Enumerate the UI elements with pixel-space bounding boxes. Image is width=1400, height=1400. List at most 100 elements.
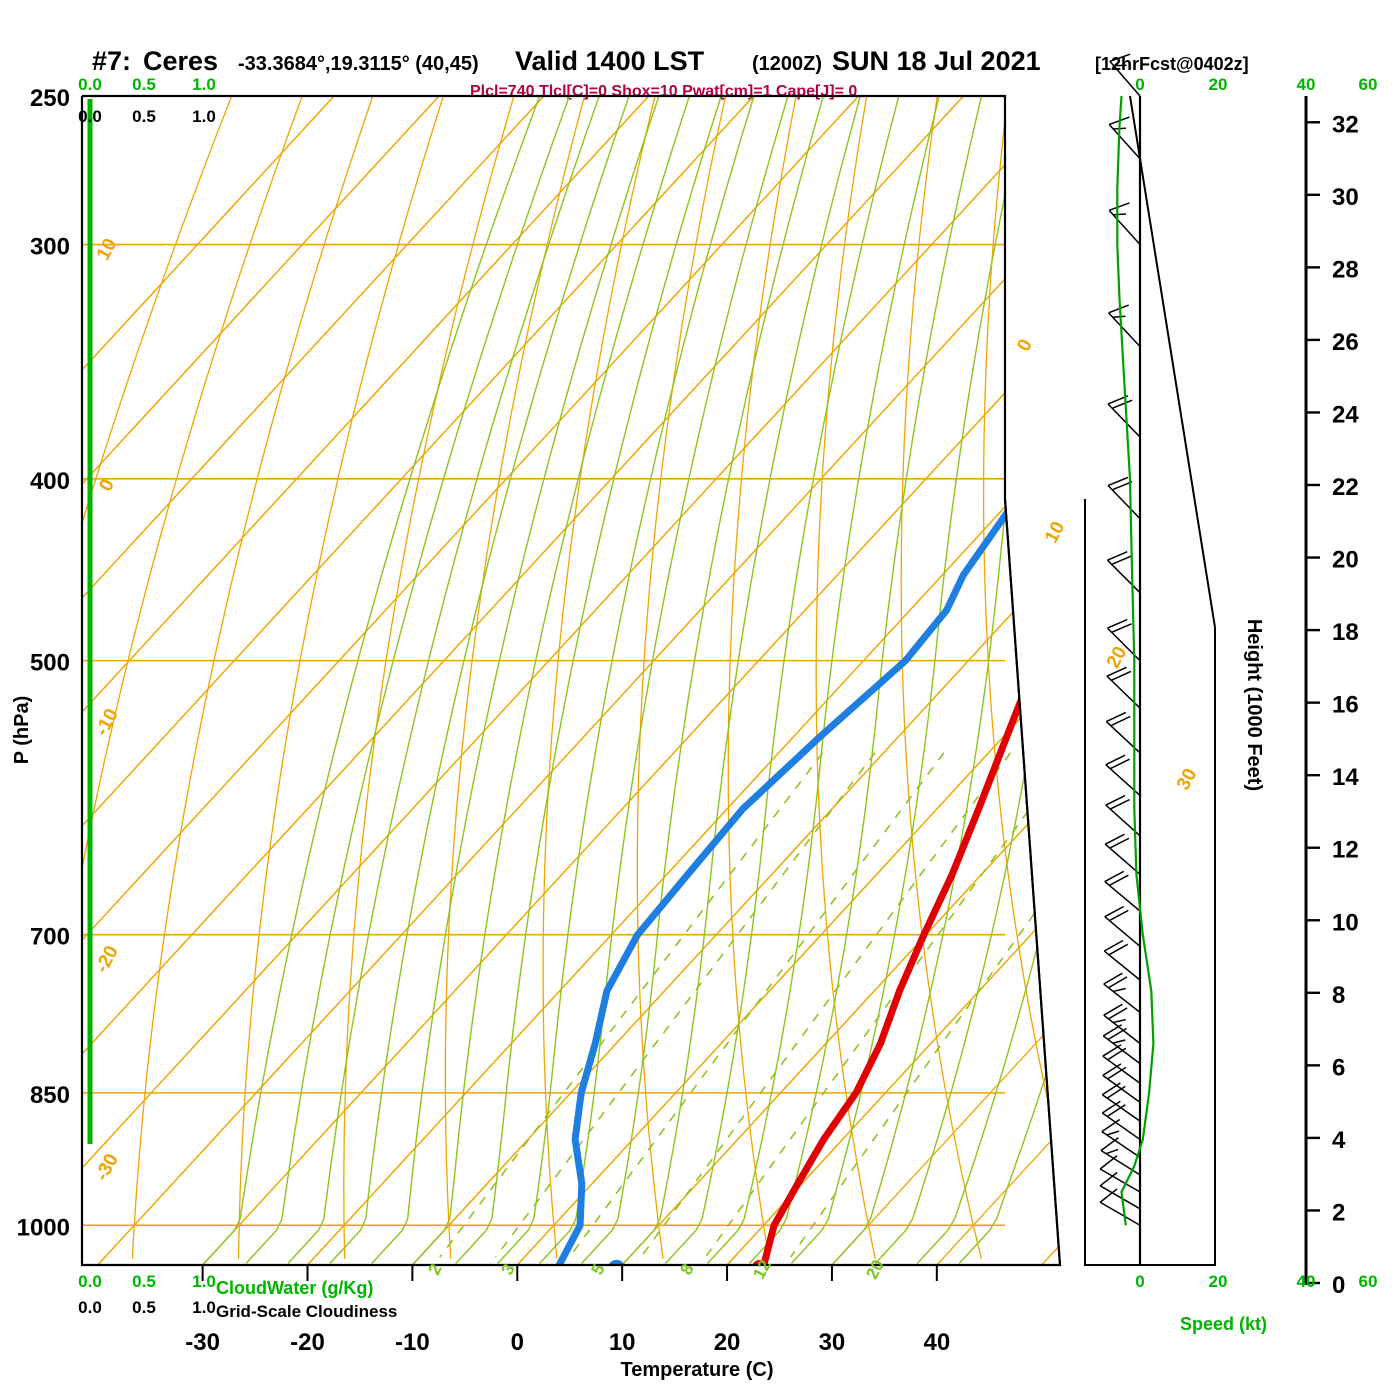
moist-adiabat-line: [664, 96, 900, 1264]
wind-barb-shaft: [1108, 312, 1141, 347]
wind-barb-half-feather: [1113, 1018, 1126, 1024]
axis-titles: P (hPa) Temperature (C) Height (1000 Fee…: [11, 619, 1267, 1381]
moist-adiabat-line: [329, 96, 630, 1264]
valid-z: (1200Z): [752, 53, 822, 75]
moist-adiabat-line: [832, 96, 1060, 1264]
wind-barb-shaft: [1107, 403, 1141, 438]
wind-barb-shaft: [1109, 60, 1141, 97]
height-tick-label: 32: [1332, 111, 1359, 138]
wind-barb-shaft: [1108, 124, 1141, 160]
dry-adiabat-line: [900, 96, 983, 1259]
wind-barb-half-feather: [1112, 315, 1126, 318]
wind-barb-full-feather: [1107, 1066, 1127, 1080]
isotherm-line: [82, 96, 964, 1265]
wind-barb-full-feather: [1109, 909, 1129, 922]
isotherm-value-label: 10: [93, 235, 121, 264]
wind-barb-full-feather: [1105, 754, 1126, 766]
wind-barb-full-feather: [1104, 833, 1125, 845]
dry-adiabat-line: [82, 96, 233, 1259]
cloudwater-tick-top: 1.0: [192, 75, 216, 94]
wind-barb-shaft: [1103, 950, 1141, 981]
station-id: #7:: [92, 46, 131, 76]
temperature-tick-label: 10: [609, 1329, 636, 1356]
temperature-tick-label: 0: [511, 1329, 524, 1356]
moist-adiabat-line: [203, 96, 541, 1264]
moist-adiabat-line: [623, 96, 861, 1264]
wind-barb-shaft: [1102, 1035, 1141, 1065]
wind-barb-shaft: [1099, 1201, 1141, 1226]
wind-barb-shaft: [1107, 484, 1141, 520]
mixing-ratio-line: [704, 752, 1060, 1258]
height-tick-label: 18: [1332, 619, 1359, 646]
height-tick-label: 26: [1332, 329, 1359, 356]
wind-barb-shaft: [1104, 843, 1141, 875]
dry-adiabat-line: [444, 96, 586, 1259]
cloudiness-tick-bottom: 0.0: [78, 1298, 102, 1317]
wind-barb-half-feather: [1113, 64, 1127, 67]
moist-adiabat-line: [455, 96, 722, 1264]
wind-barb-shaft: [1103, 1014, 1141, 1045]
speed-tick-top: 20: [1209, 75, 1228, 94]
station-name: Ceres: [143, 46, 218, 76]
dry-adiabat-line: [982, 96, 1060, 1259]
wind-barb-full-feather: [1111, 480, 1133, 491]
wind-barb-full-feather: [1104, 870, 1125, 883]
pressure-tick-label: 400: [30, 468, 70, 495]
isotherm-line: [82, 96, 755, 1265]
dry-adiabat-value-label: 0: [1013, 336, 1037, 355]
wind-barb-shaft: [1101, 1094, 1141, 1122]
isotherm-line: [936, 96, 1060, 1265]
moist-adiabat-line: [287, 96, 600, 1264]
dry-adiabat-line: [82, 96, 303, 1259]
isotherm-line: [97, 96, 1060, 1265]
wind-barb-full-feather: [1103, 1003, 1123, 1016]
isotherm-line: [202, 96, 1060, 1265]
pressure-axis-title: P (hPa): [11, 696, 33, 765]
wind-barb-full-feather: [1106, 666, 1127, 677]
cloudiness-axis-title: Grid-Scale Cloudiness: [216, 1302, 397, 1321]
wind-barb-full-feather: [1111, 399, 1133, 409]
wind-panel-frame: [1084, 498, 1216, 1266]
mixing-ratio-line: [568, 752, 945, 1258]
moist-adiabat-line: [706, 96, 940, 1264]
wind-barb-full-feather: [1109, 874, 1129, 887]
cloudiness-tick-top: 1.0: [192, 107, 216, 126]
wind-barb-shaft: [1102, 1055, 1141, 1084]
cloudwater-axis-title: CloudWater (g/Kg): [216, 1278, 373, 1298]
wind-barb-full-feather: [1110, 670, 1132, 681]
height-tick-label: 8: [1332, 982, 1345, 1009]
isotherm-line: [621, 96, 1060, 1265]
pressure-tick-label: 500: [30, 650, 70, 677]
wind-barb-half-feather: [1106, 1130, 1120, 1136]
mixing-ratio-value-label: 3: [498, 1261, 519, 1278]
isotherm-line: [82, 96, 335, 1265]
dewpoint-curve: [555, 96, 1060, 1265]
temperature-axis-title: Temperature (C): [621, 1359, 774, 1381]
temperature-tick-label: 30: [819, 1329, 846, 1356]
wind-barb-half-feather: [1113, 213, 1127, 216]
mixing-ratio-value-label: 20: [862, 1257, 888, 1283]
wind-barb-full-feather: [1101, 1118, 1121, 1133]
wind-barb-full-feather: [1103, 972, 1123, 985]
forecast-stamp: [12hrFcst@0402z]: [1095, 54, 1249, 74]
isotherm-line: [82, 96, 650, 1265]
dry-adiabat-line: [542, 96, 656, 1259]
isotherm-line: [82, 96, 545, 1265]
pressure-tick-label: 1000: [17, 1214, 70, 1241]
wind-barb-full-feather: [1108, 943, 1129, 956]
wind-panel-placeholder: [1085, 96, 1215, 393]
mixing-ratio-value-label: 5: [588, 1261, 609, 1278]
height-tick-label: 4: [1332, 1127, 1346, 1154]
height-tick-label: 24: [1332, 401, 1359, 428]
wind-barb-full-feather: [1099, 1155, 1118, 1170]
height-tick-label: 0: [1332, 1272, 1345, 1299]
wind-barb-shaft: [1103, 983, 1141, 1013]
wind-barb-full-feather: [1109, 53, 1131, 62]
moist-adiabat-line: [539, 96, 789, 1264]
speed-tick-top: 60: [1359, 75, 1378, 94]
speed-tick-bottom: 20: [1209, 1272, 1228, 1291]
mixing-ratio-value-label: 12: [749, 1257, 775, 1283]
dry-adiabat-line: [131, 96, 374, 1259]
isotherm-line: [82, 96, 964, 1265]
